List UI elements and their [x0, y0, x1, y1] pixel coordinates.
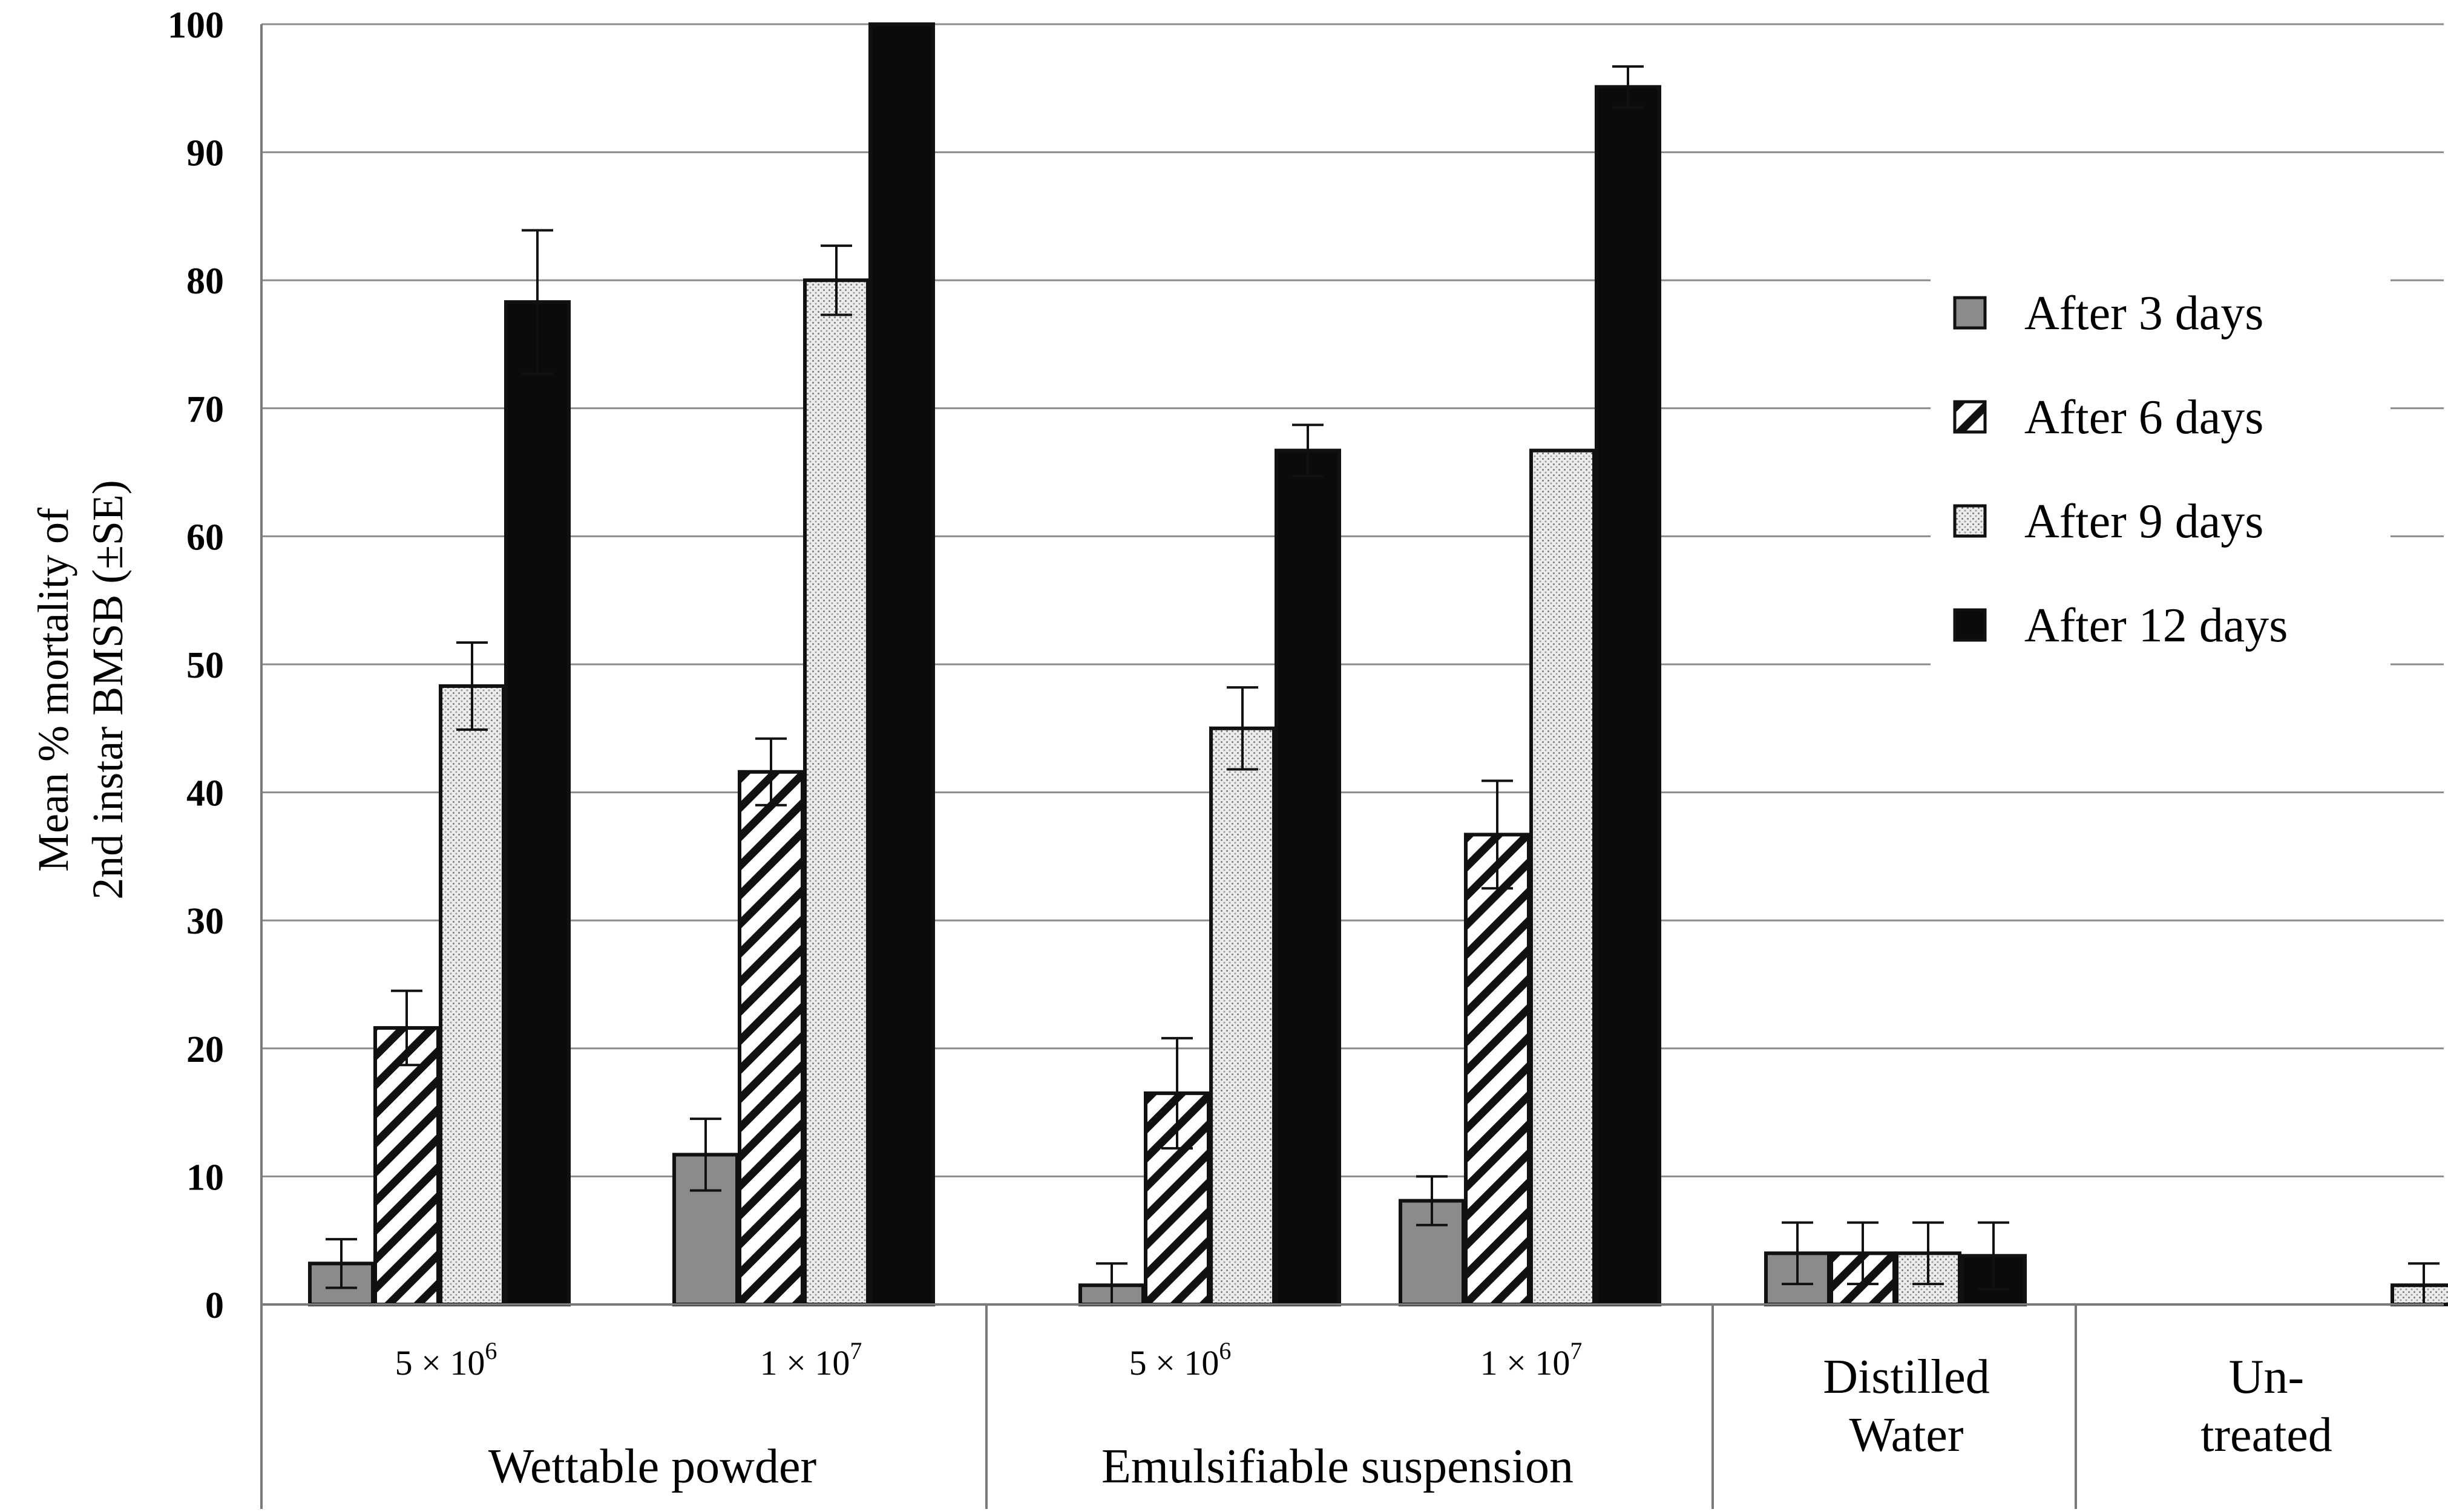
- bar-after-9-days: [803, 278, 870, 1307]
- y-tick-label: 60: [186, 517, 224, 558]
- legend-background: [1931, 269, 2391, 687]
- bar-after-6-days: [738, 770, 804, 1306]
- bar-after-6-days: [1464, 833, 1531, 1306]
- error-bar: [326, 1238, 357, 1289]
- error-bar: [821, 244, 852, 316]
- error-bar: [1482, 779, 1513, 890]
- error-bar: [1292, 424, 1324, 477]
- error-bar: [1912, 1221, 1944, 1286]
- legend-item: After 6 days: [1953, 391, 2263, 444]
- x-sub-labels: 5 × 106 1 × 107 5 × 106 1 × 107: [395, 1337, 1583, 1383]
- y-tick-label: 20: [186, 1029, 224, 1070]
- bar-after-9-days: [2391, 1283, 2448, 1307]
- y-tick-label: 50: [186, 645, 224, 686]
- error-bar: [391, 989, 422, 1067]
- y-tick-label: 80: [186, 261, 224, 302]
- legend-label: After 6 days: [2024, 391, 2263, 444]
- x-group-label: Wettable powder: [488, 1440, 816, 1493]
- error-bar: [522, 229, 553, 375]
- x-sub-label: 5 × 106: [395, 1337, 497, 1383]
- bar-after-9-days: [1209, 726, 1276, 1307]
- y-tick-label: 40: [186, 773, 224, 814]
- x-group-label: Emulsifiable suspension: [1101, 1440, 1573, 1493]
- error-bar: [1612, 65, 1644, 109]
- legend-swatch: [1953, 400, 1987, 434]
- y-tick-label: 90: [186, 133, 224, 174]
- y-tick-label: 0: [205, 1285, 224, 1326]
- legend-item: After 3 days: [1953, 287, 2263, 340]
- legend-swatch: [1953, 504, 1987, 538]
- legend-swatch: [1953, 608, 1987, 642]
- bar-after-12-days: [868, 22, 935, 1306]
- legend-item: After 9 days: [1953, 495, 2263, 548]
- error-bars: [326, 65, 2440, 1306]
- legend-item: After 12 days: [1953, 599, 2288, 652]
- legend-label: After 12 days: [2024, 599, 2288, 652]
- y-tick-label: 30: [186, 901, 224, 942]
- y-tick-label: 10: [186, 1157, 224, 1198]
- legend-swatch: [1953, 296, 1987, 330]
- x-group-label: Un-: [2229, 1350, 2304, 1404]
- legend: After 3 days After 6 days After 9 days Afte…: [1931, 269, 2391, 687]
- error-bar: [1161, 1036, 1193, 1150]
- x-sub-label: 5 × 106: [1129, 1337, 1232, 1383]
- legend-label: After 9 days: [2024, 495, 2263, 548]
- x-group-label: treated: [2200, 1409, 2332, 1462]
- x-group-labels: Wettable powder Emulsifiable suspension Di…: [488, 1350, 2332, 1493]
- error-bar: [1782, 1221, 1813, 1286]
- error-bar: [1978, 1221, 2009, 1291]
- bar-after-9-days: [439, 684, 505, 1307]
- bar-after-12-days: [1595, 85, 1661, 1307]
- x-sub-label: 1 × 107: [1480, 1337, 1583, 1383]
- error-bar: [1227, 686, 1258, 771]
- error-bar: [1847, 1221, 1879, 1286]
- y-axis-title: Mean % mortality of: [29, 508, 77, 872]
- bars: [308, 22, 2448, 1307]
- bar-after-12-days: [1275, 448, 1341, 1306]
- bar-after-9-days: [1529, 448, 1596, 1306]
- error-bar: [755, 737, 787, 807]
- legend-label: After 3 days: [2024, 287, 2263, 340]
- bar-after-12-days: [504, 300, 571, 1306]
- x-group-label: Water: [1849, 1409, 1964, 1462]
- error-bar: [690, 1118, 721, 1192]
- error-bar: [1416, 1175, 1448, 1226]
- x-group-label: Distilled: [1823, 1350, 1990, 1404]
- bar-after-6-days: [373, 1026, 440, 1306]
- error-bar: [456, 641, 488, 731]
- y-axis-title: 2nd instar BMSB (±SE): [84, 480, 132, 900]
- gridlines: [261, 23, 2444, 1306]
- y-tick-label: 100: [168, 5, 224, 46]
- y-tick-label: 70: [186, 389, 224, 430]
- x-sub-label: 1 × 107: [760, 1337, 862, 1383]
